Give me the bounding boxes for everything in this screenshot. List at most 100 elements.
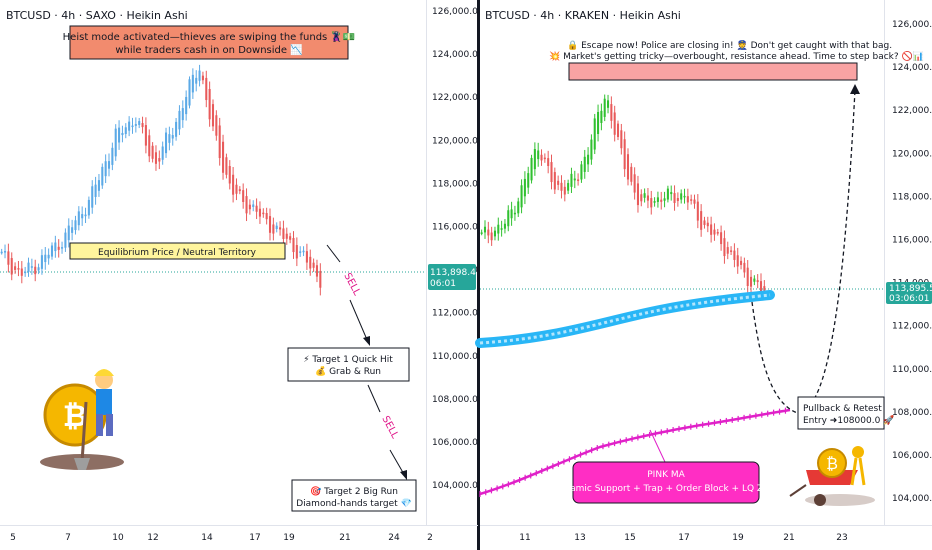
left-candle-body (124, 127, 127, 135)
right-y-tick: 116,000.0 (892, 236, 932, 246)
left-y-tick: 110,000.0 (432, 352, 478, 362)
left-candle-body (292, 237, 295, 253)
right-candle-body (723, 238, 726, 257)
target-2-box[interactable] (291, 479, 417, 512)
left-candles (0, 64, 322, 296)
right-x-tick: 19 (732, 533, 744, 543)
right-candle-body (570, 173, 573, 187)
right-candle-body (683, 195, 686, 198)
right-candle-body (759, 281, 763, 292)
left-candle-body (175, 121, 178, 137)
right-y-tick: 104,000.0 (892, 494, 932, 504)
left-candle-body (151, 145, 154, 159)
pink-ma-box[interactable] (572, 461, 760, 504)
right-candle-body (587, 154, 590, 165)
right-candle-body (640, 194, 643, 202)
left-x-tick: 21 (339, 533, 350, 543)
right-candle-body (756, 280, 759, 283)
right-candle-body (650, 198, 653, 208)
left-candle-body (268, 216, 272, 233)
right-candle-body (500, 228, 503, 230)
left-candle-body (0, 251, 3, 254)
left-candle-body (295, 245, 298, 259)
target-1-box[interactable] (287, 347, 410, 382)
left-candle-body (148, 135, 151, 157)
right-y-tick: 108,000.0 (892, 408, 932, 418)
left-x-axis[interactable]: 5 7 10 12 14 17 19 21 24 2 (10, 533, 433, 543)
target-1-line-2: 💰 Grab & Run (315, 365, 381, 377)
pullback-box[interactable] (797, 396, 885, 430)
banner-line-1: Heist mode activated—thieves are swiping… (63, 30, 356, 43)
left-x-tick: 14 (201, 533, 213, 543)
right-candle-body (507, 210, 510, 227)
left-candle-body (305, 251, 308, 263)
left-y-tick: 104,000.0 (432, 481, 478, 491)
heist-banner[interactable] (69, 25, 349, 60)
target-1-line-1: ⚡ Target 1 Quick Hit (303, 355, 393, 365)
left-candle-body (161, 146, 164, 160)
right-candle-body (643, 193, 646, 198)
right-candle-body (620, 130, 623, 149)
left-candle-body (282, 228, 285, 239)
sell-arrowhead-1 (363, 336, 370, 346)
left-candle-body (191, 74, 194, 93)
right-x-tick: 17 (678, 533, 689, 543)
right-candle-body (540, 154, 543, 161)
left-candle-body (185, 96, 188, 115)
left-candle-body (111, 147, 114, 165)
right-x-tick: 15 (624, 533, 635, 543)
equilibrium-label: Equilibrium Price / Neutral Territory (98, 248, 257, 258)
right-y-tick: 112,000.0 (892, 322, 932, 332)
left-candle-body (258, 208, 261, 217)
right-candle-body (733, 250, 736, 260)
left-candle-body (238, 189, 241, 192)
right-candle-body (746, 267, 749, 287)
left-candle-body (248, 204, 251, 210)
resistance-zone[interactable] (568, 62, 858, 81)
right-candle-body (533, 149, 536, 170)
left-candle-body (302, 250, 305, 253)
left-y-tick: 106,000.0 (432, 438, 478, 448)
right-candle-body (633, 174, 636, 193)
equilibrium-box[interactable] (69, 242, 286, 260)
right-x-axis[interactable]: 11 13 15 17 19 21 23 (519, 533, 847, 543)
right-x-tick: 23 (836, 533, 847, 543)
right-candle-body (630, 166, 633, 182)
right-x-tick: 13 (574, 533, 585, 543)
right-candle-body (607, 100, 610, 108)
left-candle-body (255, 205, 258, 212)
left-candle-body (178, 110, 181, 130)
left-x-tick: 17 (249, 533, 260, 543)
left-candle-body (67, 225, 70, 241)
left-candle-body (168, 134, 171, 143)
left-candle-body (84, 214, 87, 217)
left-candle-body (20, 268, 23, 276)
left-candle-body (222, 141, 225, 173)
left-candle-body (97, 180, 100, 191)
left-candle-body (262, 212, 265, 215)
pink-ma-title: PINK MA (647, 470, 685, 480)
right-candle-body (706, 222, 709, 227)
left-candle-body (34, 266, 37, 275)
left-candle-body (87, 199, 90, 216)
left-candle-body (289, 236, 292, 240)
right-chart-title: BTCUSD · 4h · KRAKEN · Heikin Ashi (485, 9, 681, 22)
right-candle-body (663, 198, 666, 201)
right-candle-body (493, 230, 496, 237)
left-x-tick: 24 (388, 533, 400, 543)
right-candle-body (653, 201, 656, 203)
right-candle-body (503, 223, 506, 229)
left-candle-body (54, 242, 57, 252)
pink-ma-line (479, 408, 791, 496)
left-y-tick: 112,000.0 (432, 309, 478, 319)
cyan-ma-inner (479, 293, 771, 345)
right-candle-body (696, 201, 699, 221)
left-y-tick: 108,000.0 (432, 395, 478, 405)
right-candle-body (616, 123, 620, 137)
left-candle-body (211, 104, 215, 127)
left-candle-body (198, 70, 201, 81)
right-candle-body (577, 179, 580, 181)
right-candle-body (543, 157, 546, 160)
right-candle-body (646, 195, 649, 201)
left-candle-body (245, 196, 248, 214)
